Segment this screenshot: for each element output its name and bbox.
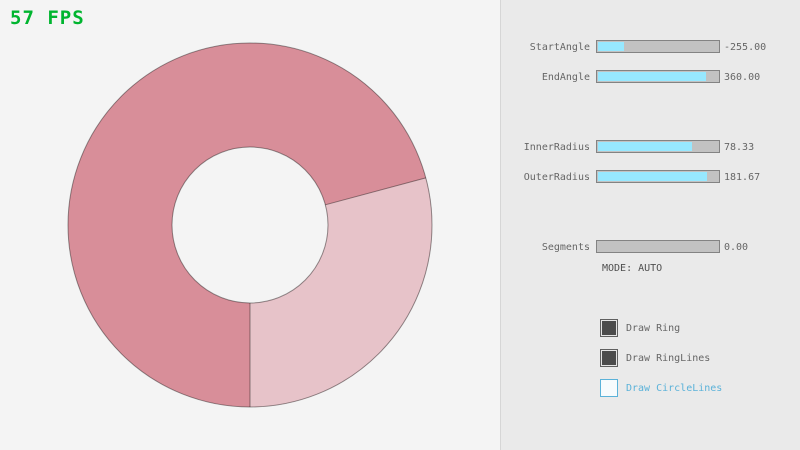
end-angle-label: EndAngle [541,72,590,83]
draw-ring-row: Draw Ring [0,319,800,337]
outer-radius-value: 181.67 [724,172,761,183]
inner-radius-label: InnerRadius [523,142,590,153]
slider-fill [598,172,707,181]
fps-counter: 57 FPS [10,7,85,29]
draw-ring-checkbox-label: Draw Ring [626,323,681,334]
start-angle-value: -255.00 [724,42,767,53]
segments-mode-text: MODE: AUTO [602,263,663,274]
segments-slider[interactable] [596,240,720,253]
draw-ringlines-checkbox[interactable] [600,349,618,367]
inner-radius-slider-row: InnerRadius 78.33 [0,140,800,153]
segments-value: 0.00 [724,242,749,253]
outer-radius-label: OuterRadius [523,172,590,183]
slider-fill [598,142,692,151]
slider-fill [598,42,625,51]
draw-circlelines-checkbox-label: Draw CircleLines [626,383,723,394]
end-angle-slider-row: EndAngle 360.00 [0,70,800,83]
checkmark-fill [602,321,616,335]
draw-ringlines-checkbox-label: Draw RingLines [626,353,711,364]
start-angle-slider-row: StartAngle -255.00 [0,40,800,53]
inner-radius-value: 78.33 [724,142,755,153]
draw-ring-checkbox[interactable] [600,319,618,337]
end-angle-value: 360.00 [724,72,761,83]
draw-ringlines-row: Draw RingLines [0,349,800,367]
ring-hole [172,147,328,303]
checkmark-fill [602,351,616,365]
segments-slider-row: Segments 0.00 [0,240,800,253]
outer-radius-slider-row: OuterRadius 181.67 [0,170,800,183]
ring-start-angle-line [325,177,426,206]
segments-label: Segments [541,242,590,253]
end-angle-slider[interactable] [596,70,720,83]
draw-circlelines-row: Draw CircleLines [0,379,800,397]
outer-radius-slider[interactable] [596,170,720,183]
draw-circlelines-checkbox[interactable] [600,379,618,397]
ring-outer-outline [67,42,433,408]
slider-fill [598,72,706,81]
ring-single-segment [250,177,433,407]
start-angle-label: StartAngle [529,42,590,53]
start-angle-slider[interactable] [596,40,720,53]
ring-inner-outline [171,146,329,304]
inner-radius-slider[interactable] [596,140,720,153]
